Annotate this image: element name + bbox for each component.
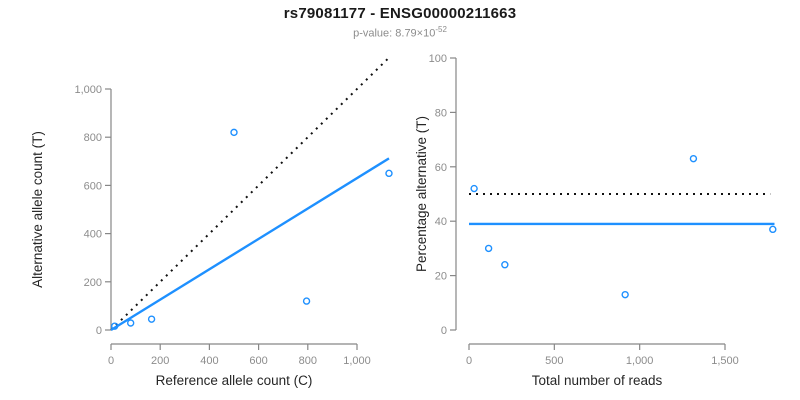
left-scatter-panel: 0 200 400 600 800 1,000 0 200 400 600 800 1,000 Refe… bbox=[30, 55, 393, 388]
y-axis-title: Alternative allele count (T) bbox=[30, 131, 45, 288]
y-tick-label: 200 bbox=[84, 277, 102, 289]
data-point bbox=[385, 169, 393, 178]
fit-line bbox=[110, 157, 390, 332]
page-title: rs79081177 - ENSG00000211663 bbox=[283, 5, 517, 22]
x-axis-title: Total number of reads bbox=[532, 373, 663, 388]
y-tick-label: 600 bbox=[84, 180, 102, 192]
y-axis-title: Percentage alternative (T) bbox=[414, 116, 429, 272]
x-tick-label: 1,500 bbox=[711, 355, 739, 367]
x-tick-label: 0 bbox=[108, 355, 114, 367]
data-point bbox=[501, 261, 509, 269]
y-tick-label: 1,000 bbox=[74, 84, 102, 96]
data-point bbox=[302, 297, 311, 305]
p-value-text: p-value: 8.79×10 bbox=[353, 27, 436, 40]
data-point bbox=[230, 128, 238, 137]
x-tick-label: 400 bbox=[200, 355, 218, 367]
data-point bbox=[147, 315, 156, 323]
y-tick-label: 0 bbox=[96, 325, 102, 337]
y-tick-label: 80 bbox=[435, 107, 447, 119]
identity-line bbox=[110, 55, 391, 331]
x-axis-title: Reference allele count (C) bbox=[156, 373, 313, 388]
p-value-exponent: -52 bbox=[435, 25, 447, 34]
x-tick-label: 1,000 bbox=[626, 355, 654, 367]
data-point bbox=[126, 319, 135, 327]
x-tick-label: 500 bbox=[545, 355, 563, 367]
x-tick-label: 1,000 bbox=[343, 355, 371, 367]
y-tick-label: 800 bbox=[84, 132, 102, 144]
y-tick-label: 100 bbox=[429, 53, 447, 65]
right-scatter-panel: 0 20 40 60 80 100 0 500 1,000 1,500 Total number o… bbox=[414, 53, 777, 388]
data-point bbox=[484, 244, 493, 253]
y-tick-label: 400 bbox=[84, 229, 102, 241]
data-point bbox=[689, 154, 698, 163]
y-tick-label: 0 bbox=[441, 325, 447, 337]
y-tick-label: 20 bbox=[435, 271, 447, 283]
x-tick-label: 0 bbox=[466, 355, 472, 367]
data-point bbox=[769, 225, 777, 234]
data-point bbox=[110, 322, 119, 330]
x-tick-label: 600 bbox=[249, 355, 267, 367]
y-tick-label: 60 bbox=[435, 162, 447, 174]
x-tick-label: 200 bbox=[151, 355, 169, 367]
data-point bbox=[470, 184, 478, 193]
y-tick-label: 40 bbox=[435, 216, 447, 228]
data-point bbox=[621, 290, 629, 299]
p-value-subtitle: p-value: 8.79×10-52 bbox=[0, 25, 800, 40]
x-tick-label: 800 bbox=[299, 355, 317, 367]
